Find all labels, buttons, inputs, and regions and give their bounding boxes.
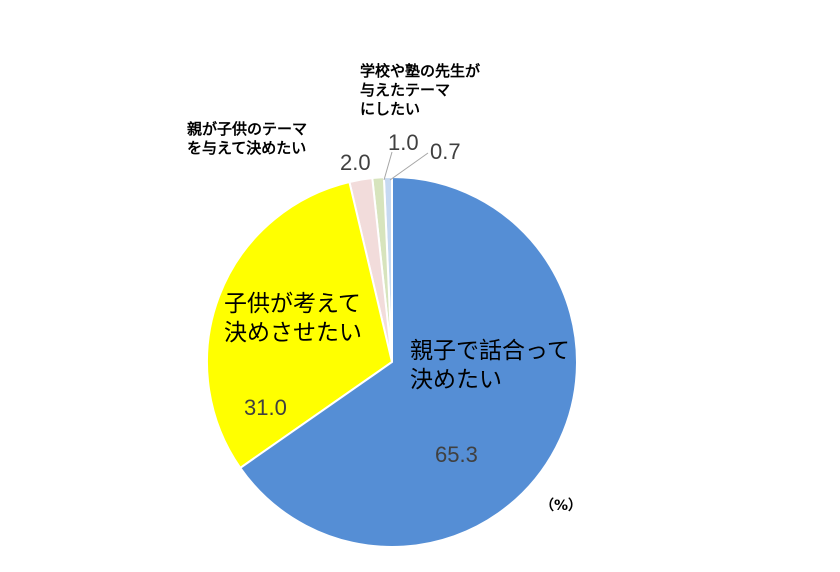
slice-label-3: 学校や塾の先生が 与えたテーマ にしたい <box>360 62 481 118</box>
leader-line-2 <box>389 152 429 181</box>
unit-label: （%） <box>540 498 583 514</box>
pie-slice-0 <box>238 175 578 548</box>
slice-value-2: 2.0 <box>340 150 371 175</box>
leader-line-1 <box>383 151 393 181</box>
pie-slice-1 <box>206 180 394 470</box>
slice-value-0: 65.3 <box>435 442 478 467</box>
slice-label-2: 親が子供のテーマ を与えて決めたい <box>187 120 308 157</box>
slice-label-0: 親子で話合って 決めたい <box>410 338 570 393</box>
value-text: 2 <box>340 150 353 175</box>
slice-label-1: 子供が考えて 決めさせたい <box>224 291 362 346</box>
value-text: 1 <box>388 130 401 155</box>
slice-value-3: 1.0 <box>388 130 419 155</box>
slice-value-4: 0.7 <box>430 139 461 164</box>
slice-value-1: 31.0 <box>244 395 287 420</box>
